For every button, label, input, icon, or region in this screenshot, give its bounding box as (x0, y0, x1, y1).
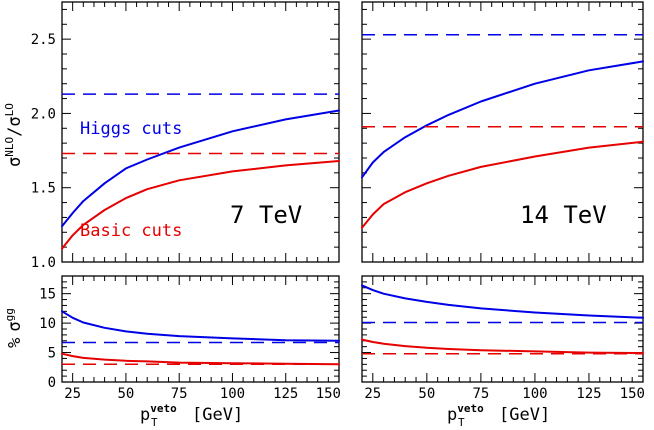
ylabel-sup-nlo: NLO (3, 137, 16, 157)
panels: 1.0 1.5 2.0 2.5 7 TeV Higgs cuts Basic cuts 14 … (31, 1, 645, 402)
ylabel-sigma-gg: σ (5, 321, 25, 331)
annotation-14-tev: 14 TeV (520, 201, 607, 229)
x-tick-label: 150 (620, 386, 645, 402)
curve-2 (361, 338, 644, 355)
annotation-basic-cuts: Basic cuts (80, 221, 182, 241)
xlabel-p: p (447, 405, 457, 425)
curve-2 (61, 160, 340, 250)
ylabel-percent: % (5, 338, 25, 348)
curve-2 (361, 140, 644, 229)
y-tick-label: 1.5 (31, 181, 56, 197)
svg-text:%σgg: % σgg (3, 308, 25, 348)
y-tick-label: 10 (39, 316, 56, 332)
ylabel-slash: / (5, 127, 25, 137)
curve-0 (361, 60, 644, 179)
svg-text:σNLO/σLO: σNLO/σLO (3, 103, 25, 167)
panel-bottom-left: 25 50 75 100 125 150 0 5 10 15 (39, 275, 341, 402)
x-tick-label: 100 (220, 386, 245, 402)
x-tick-label: 125 (273, 386, 298, 402)
xlabel-sup: veto (457, 402, 484, 415)
x-axis-label-left: pveto T [GeV] (140, 402, 243, 429)
xlabel-sup: veto (150, 402, 177, 415)
y-tick-label: 2.0 (31, 106, 56, 122)
ylabel-sup-lo: LO (3, 103, 16, 116)
xlabel-unit: [GeV] (499, 405, 550, 425)
y-tick-label: 0 (48, 375, 56, 391)
y-tick-label: 1.0 (31, 255, 56, 271)
x-tick-label: 50 (117, 386, 134, 402)
xlabel-p: p (140, 405, 150, 425)
xlabel-unit: [GeV] (192, 405, 243, 425)
plot-frame (361, 275, 644, 383)
top-y-axis-label: σNLO/σLO (3, 103, 25, 167)
y-tick-label: 15 (39, 287, 56, 303)
y-tick-label: 5 (48, 346, 56, 362)
x-tick-label: 150 (316, 386, 341, 402)
plot-frame (61, 275, 340, 383)
x-tick-label: 100 (522, 386, 547, 402)
y-tick-label: 2.5 (31, 32, 56, 48)
x-tick-label: 25 (64, 386, 81, 402)
curve-0 (361, 284, 644, 319)
annotation-7-tev: 7 TeV (230, 201, 302, 229)
ylabel-sup-gg: gg (3, 308, 16, 321)
x-axis-label-right: pveto T [GeV] (447, 402, 550, 429)
panel-top-left: 1.0 1.5 2.0 2.5 7 TeV Higgs cuts Basic cuts (31, 1, 340, 271)
panel-bottom-right: 25 50 75 100 125 150 (361, 275, 645, 402)
annotation-higgs-cuts: Higgs cuts (80, 119, 182, 139)
x-tick-label: 50 (418, 386, 435, 402)
x-tick-label: 75 (472, 386, 489, 402)
bottom-y-axis-label: % σgg (3, 308, 25, 348)
curve-0 (61, 109, 340, 228)
x-tick-label: 75 (171, 386, 188, 402)
x-tick-label: 25 (364, 386, 381, 402)
xlabel-sub: T (151, 416, 158, 429)
curve-0 (61, 310, 340, 342)
ylabel-sigma-2: σ (5, 116, 25, 126)
ylabel-sigma-1: σ (5, 157, 25, 167)
x-tick-label: 125 (576, 386, 601, 402)
panel-top-right: 14 TeV (361, 1, 644, 263)
curve-2 (61, 352, 340, 366)
xlabel-sub: T (458, 416, 465, 429)
